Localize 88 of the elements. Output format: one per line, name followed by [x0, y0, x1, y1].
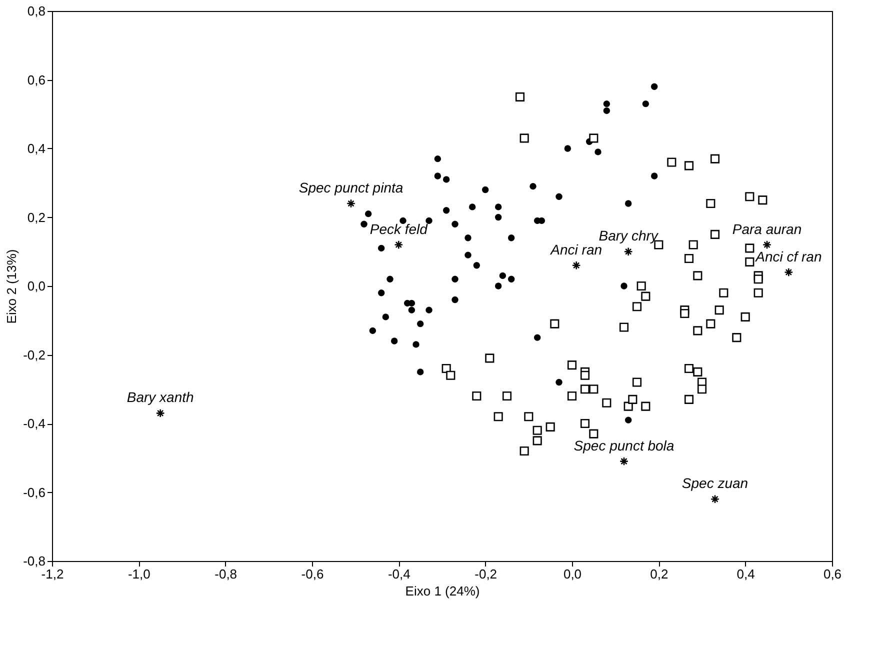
point	[556, 193, 562, 200]
point	[378, 290, 385, 296]
y-tick-label: 0,4	[27, 141, 46, 156]
y-tick-label: 0,6	[27, 72, 46, 88]
point	[346, 198, 356, 208]
x-tick-label: -1,2	[41, 566, 64, 582]
annotation: Bary chry	[598, 228, 659, 244]
annotation: Bary xanth	[126, 389, 194, 406]
x-tick-label: 0,4	[736, 566, 755, 582]
point	[710, 494, 720, 504]
point	[556, 378, 562, 386]
point	[642, 100, 650, 108]
point	[452, 276, 458, 282]
point	[538, 217, 546, 224]
annotation: Anci cf ran	[754, 248, 822, 264]
point	[650, 172, 658, 180]
point	[650, 83, 658, 90]
point	[452, 296, 458, 304]
y-tick-label: 0,8	[27, 4, 46, 18]
point	[572, 260, 581, 270]
point	[442, 207, 450, 214]
x-tick-label: -0,4	[388, 566, 410, 582]
point	[386, 276, 394, 282]
point	[390, 338, 398, 344]
x-tick-label: -0,8	[214, 566, 238, 582]
annotation: Anci ran	[550, 241, 602, 258]
point	[369, 327, 376, 334]
point	[364, 210, 372, 218]
point	[762, 240, 772, 250]
y-tick-label: -0,4	[23, 416, 46, 431]
point	[624, 247, 633, 256]
point	[426, 306, 432, 314]
y-tick-label: 0,0	[27, 278, 46, 294]
point	[464, 252, 472, 258]
annotation: Para auran	[732, 220, 802, 237]
point	[482, 186, 489, 194]
y-tick-label: -0,2	[23, 347, 46, 362]
point	[624, 416, 632, 424]
x-tick-label: 0,2	[650, 566, 668, 582]
point	[494, 204, 502, 210]
x-tick-label: -0,6	[301, 566, 324, 582]
point	[416, 320, 424, 328]
point	[426, 217, 432, 224]
point	[624, 200, 632, 207]
point	[408, 306, 416, 314]
point	[468, 204, 476, 210]
point	[508, 276, 515, 282]
point	[494, 214, 502, 221]
point	[416, 368, 424, 376]
point	[619, 456, 629, 466]
point	[508, 234, 515, 242]
point	[434, 172, 442, 180]
annotation: Spec zuan	[682, 475, 748, 492]
point	[494, 282, 502, 290]
x-tick-label: -1,0	[128, 566, 150, 582]
point	[394, 240, 404, 250]
point	[603, 100, 610, 108]
point	[382, 314, 390, 320]
point	[400, 217, 406, 224]
point	[412, 341, 420, 348]
point	[464, 234, 472, 242]
point	[534, 334, 541, 341]
point	[408, 300, 416, 307]
y-tick-label: -0,6	[23, 484, 46, 500]
annotation: Spec punct bola	[574, 437, 674, 454]
point	[784, 268, 794, 277]
y-tick-label: 0,2	[27, 210, 46, 225]
point	[530, 182, 536, 190]
point	[620, 282, 628, 290]
point	[378, 244, 385, 252]
point	[564, 145, 572, 152]
point	[434, 155, 442, 162]
x-tick-label: 0,6	[823, 566, 842, 582]
annotation: Spec punct pinta	[298, 180, 404, 196]
point	[594, 148, 602, 156]
point	[452, 220, 458, 228]
point	[360, 220, 368, 228]
x-tick-label: 0,0	[563, 566, 582, 582]
annotation: Peck feld	[370, 220, 429, 237]
x-axis-title: Eixo 1 (24%)	[405, 584, 480, 598]
x-tick-label: -0,2	[474, 566, 498, 582]
point	[442, 176, 450, 183]
point	[603, 107, 610, 114]
y-axis-title: Eixo 2 (13%)	[4, 249, 20, 324]
y-tick-label: -0,8	[23, 554, 46, 568]
point	[499, 272, 506, 280]
point	[156, 408, 165, 418]
point	[473, 262, 480, 269]
